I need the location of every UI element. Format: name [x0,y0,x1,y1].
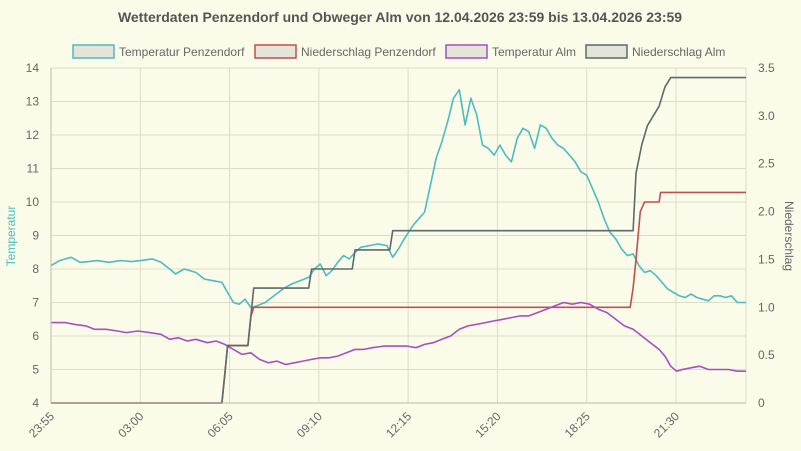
left-tick-label: 10 [26,195,40,209]
left-axis: 4 5 6 7 8 9 10 11 12 13 14 [26,61,52,410]
left-tick-label: 14 [26,61,40,75]
x-tick-label: 23:55 [26,409,57,440]
right-tick-label: 0 [758,396,765,410]
legend-label-niederschlag-alm: Niederschlag Alm [632,45,725,59]
left-tick-label: 13 [26,95,40,109]
legend-swatch-niederschlag-alm [585,44,628,59]
left-tick-label: 8 [32,262,39,276]
right-tick-label: 3.5 [758,61,775,75]
x-tick-label: 21:30 [651,409,682,440]
legend-swatch-temperatur-penzendorf [72,44,115,59]
x-tick-label: 03:00 [115,409,146,440]
left-axis-title: Temperatur [4,206,18,267]
left-tick-label: 7 [32,296,39,310]
right-axis: 0 0.5 1.0 1.5 2.0 2.5 3.0 3.5 [758,61,775,410]
x-tick-label: 18:25 [562,409,593,440]
legend-label-niederschlag-penzendorf: Niederschlag Penzendorf [301,45,436,59]
right-tick-label: 1.5 [758,252,775,266]
x-tick-label: 09:10 [294,409,325,440]
series-line-temperatur-penzendorf [50,89,746,309]
right-tick-label: 2.0 [758,205,775,219]
right-tick-label: 1.0 [758,300,775,314]
legend-swatch-niederschlag-penzendorf [254,44,297,59]
right-tick-label: 2.5 [758,157,775,171]
left-tick-label: 12 [26,128,40,142]
right-tick-label: 0.5 [758,348,775,362]
left-tick-label: 9 [32,229,39,243]
x-tick-label: 06:05 [205,409,236,440]
x-tick-label: 15:20 [472,409,503,440]
legend: Temperatur Penzendorf Niederschlag Penzen… [72,44,725,59]
left-tick-label: 11 [27,162,40,176]
left-tick-label: 4 [32,396,39,410]
legend-label-temperatur-penzendorf: Temperatur Penzendorf [119,45,245,59]
left-tick-label: 6 [32,329,39,343]
legend-swatch-temperatur-alm [445,44,488,59]
x-tick-label: 12:15 [383,409,414,440]
right-axis-title: Niederschlag [782,201,796,271]
legend-label-temperatur-alm: Temperatur Alm [492,45,576,59]
series-line-temperatur-alm [51,301,746,372]
chart-title: Wetterdaten Penzendorf und Obweger Alm v… [118,9,682,25]
series-line-niederschlag-penzendorf [51,191,746,404]
series-group [50,76,746,404]
right-tick-label: 3.0 [758,109,775,123]
series-line-niederschlag-alm [51,76,746,404]
left-tick-label: 5 [32,363,39,377]
x-axis: 23:55 03:00 06:05 09:10 12:15 15:20 18:25 21:30 [26,402,746,440]
grid [50,67,747,404]
